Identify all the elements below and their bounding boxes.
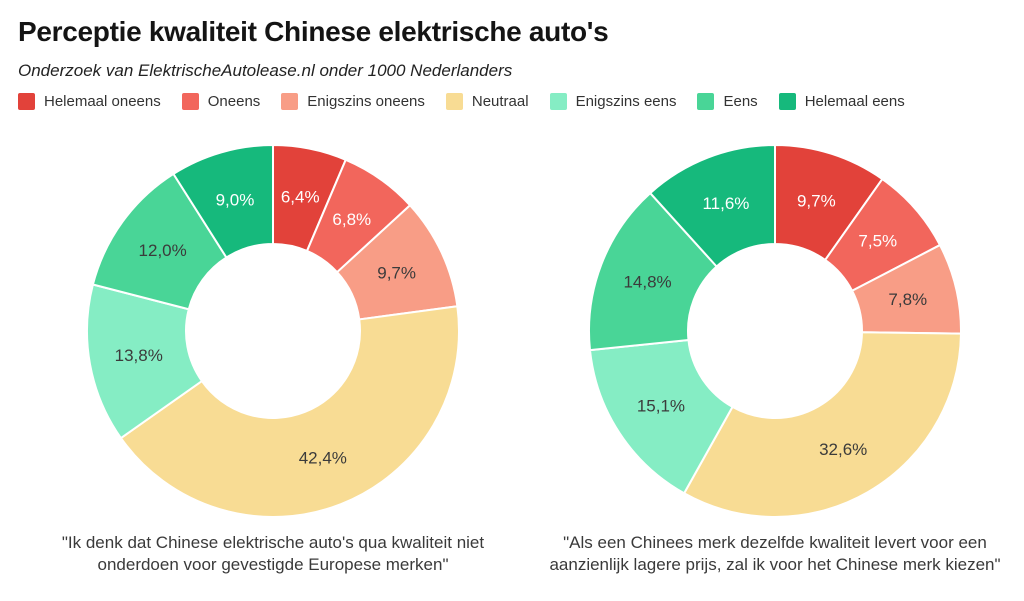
donut-slice-neutraal xyxy=(119,305,460,519)
legend-item-label: Enigszins oneens xyxy=(307,93,425,111)
slice-value-label: 9,0% xyxy=(216,191,255,210)
chart-block-left: 6,4% 6,8% 9,7% 42,4% 13,8% 12,0% 9,0% "Ik denk… xyxy=(40,142,506,575)
legend-item-enigszins-oneens: Enigszins oneens xyxy=(281,93,425,111)
chart-caption-right: "Als een Chinees merk dezelfde kwaliteit… xyxy=(549,533,1001,574)
legend-item-label: Enigszins eens xyxy=(575,93,677,111)
legend-item-label: Eens xyxy=(723,93,758,111)
donut-slice-enigszins-eens xyxy=(86,283,203,440)
legend-item-enigszins-eens: Enigszins eens xyxy=(549,93,677,111)
slice-value-label: 15,1% xyxy=(637,397,685,416)
donut-slice-neutraal xyxy=(683,331,962,519)
legend-item-label: Oneens xyxy=(207,93,261,111)
legend-item-helemaal-oneens: Helemaal oneens xyxy=(18,93,161,111)
slice-value-label: 12,0% xyxy=(139,241,187,260)
donut-chart-right: 9,7% 7,5% 7,8% 32,6% 15,1% 14,8% 11,6% xyxy=(586,142,964,520)
chart-block-right: 9,7% 7,5% 7,8% 32,6% 15,1% 14,8% 11,6% "Als ee… xyxy=(542,142,1008,575)
donut-slice-helemaal-eens xyxy=(172,144,274,259)
legend-item-label: Neutraal xyxy=(471,93,529,111)
slice-value-label: 13,8% xyxy=(115,346,163,365)
legend-swatch-icon xyxy=(18,93,35,111)
donut-chart-left: 6,4% 6,8% 9,7% 42,4% 13,8% 12,0% 9,0% xyxy=(84,142,462,520)
legend-swatch-icon xyxy=(281,93,299,111)
slice-value-label: 32,6% xyxy=(819,440,867,459)
page-subtitle: Onderzoek van ElektrischeAutolease.nl on… xyxy=(18,61,513,81)
legend-item-oneens: Oneens xyxy=(181,93,261,111)
legend: Helemaal oneens Oneens Enigszins oneens Neu… xyxy=(0,81,1024,111)
legend-swatch-icon xyxy=(181,93,199,111)
donut-slice-enigszins-eens xyxy=(588,339,734,495)
slice-value-label: 11,6% xyxy=(702,194,749,213)
legend-item-neutraal: Neutraal xyxy=(445,93,529,111)
slice-value-label: 7,8% xyxy=(888,290,927,309)
legend-item-label: Helemaal eens xyxy=(804,93,905,111)
slice-value-label: 6,8% xyxy=(332,210,371,229)
legend-swatch-icon xyxy=(445,93,463,111)
slice-value-label: 42,4% xyxy=(299,449,347,468)
slice-value-label: 9,7% xyxy=(797,192,836,211)
legend-item-helemaal-eens: Helemaal eens xyxy=(778,93,905,111)
slice-value-label: 14,8% xyxy=(623,273,671,292)
legend-item-label: Helemaal oneens xyxy=(44,93,161,111)
page-title: Perceptie kwaliteit Chinese elektrische … xyxy=(18,16,609,47)
legend-item-eens: Eens xyxy=(697,93,758,111)
legend-swatch-icon xyxy=(697,93,715,111)
slice-value-label: 6,4% xyxy=(281,188,320,207)
donut-slice-helemaal-eens xyxy=(649,144,776,268)
legend-swatch-icon xyxy=(549,93,567,111)
charts-row: 6,4% 6,8% 9,7% 42,4% 13,8% 12,0% 9,0% "Ik denk… xyxy=(0,142,1024,575)
chart-caption-left: "Ik denk dat Chinese elektrische auto's … xyxy=(61,533,485,574)
legend-swatch-icon xyxy=(778,93,796,111)
donut-svg: 6,4% 6,8% 9,7% 42,4% 13,8% 12,0% 9,0% xyxy=(86,144,460,519)
donut-svg: 9,7% 7,5% 7,8% 32,6% 15,1% 14,8% 11,6% xyxy=(588,144,962,519)
slice-value-label: 7,5% xyxy=(858,232,897,251)
slice-value-label: 9,7% xyxy=(377,264,416,283)
